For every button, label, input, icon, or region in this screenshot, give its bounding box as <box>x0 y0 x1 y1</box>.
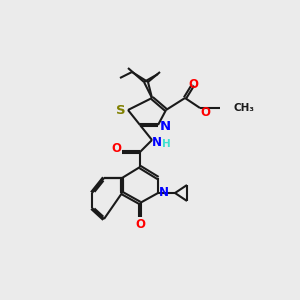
Text: N: N <box>159 185 169 199</box>
Text: O: O <box>111 142 121 155</box>
Text: H: H <box>162 139 170 149</box>
Text: N: N <box>152 136 162 149</box>
Text: S: S <box>116 103 126 116</box>
Text: O: O <box>135 218 145 232</box>
Text: CH₃: CH₃ <box>234 103 255 113</box>
Text: O: O <box>200 106 210 119</box>
Text: O: O <box>188 79 198 92</box>
Text: N: N <box>159 121 171 134</box>
